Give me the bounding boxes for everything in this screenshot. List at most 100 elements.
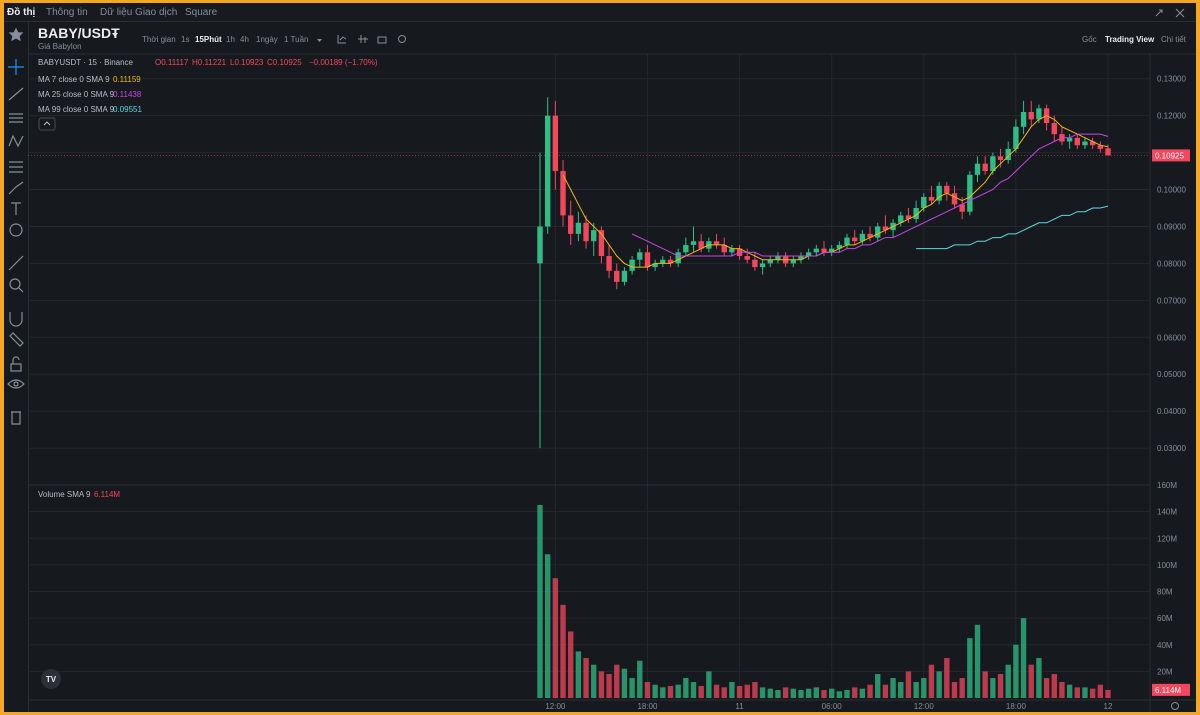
volume-bar [928,664,935,698]
candle-body [997,156,1004,160]
interval-button[interactable]: 1s [181,35,189,44]
view-button[interactable]: Chi tiết [1161,35,1187,44]
interval-button[interactable]: 1 Tuần [284,35,308,44]
tab[interactable]: Square [185,7,218,18]
tv-logo[interactable] [41,669,61,689]
volume-bar [767,688,773,698]
y-tick-label: 0.05000 [1157,370,1186,379]
volume-bar [836,691,843,698]
view-button[interactable]: Gốc [1082,35,1097,44]
candle-body [1097,145,1104,149]
ma-legend-value: 0.11159 [113,75,141,84]
candle-body [652,263,658,268]
volume-bar [959,678,965,698]
candle-body [729,248,735,253]
y-tick-label: 0.13000 [1157,75,1186,84]
volume-bar [1082,687,1088,698]
volume-bar [713,684,720,698]
volume-bar [759,687,766,698]
volume-bar [821,690,827,698]
volume-bar [1074,687,1080,698]
candle-body [614,270,620,282]
candle-body [882,226,889,231]
candle-body [898,215,904,223]
volume-bar [1059,682,1065,698]
interval-dropdown[interactable] [317,39,322,42]
view-button[interactable]: Trading View [1105,35,1155,44]
interval-button[interactable]: 15Phút [195,35,222,44]
tab[interactable]: Đồ thị [7,7,36,18]
volume-legend-value: 6.114M [94,490,120,499]
volume-bar [1066,684,1073,698]
interval-button[interactable]: 1ngày [256,35,278,44]
symbol[interactable]: BABY/USDT [38,25,120,41]
tab[interactable]: Thông tin [46,7,88,18]
volume-bar [652,684,658,698]
candle-body [844,237,850,245]
volume-bar [905,671,912,698]
y-tick-label: 0.06000 [1157,333,1186,342]
volume-bar [982,671,988,698]
volume-bar [974,624,981,698]
candle-body [828,248,835,253]
volume-bar [944,658,950,698]
volume-title: Volume SMA 9 [38,490,91,499]
y-tick-label: 0.09000 [1157,222,1186,231]
interval-button[interactable]: 1h [226,35,235,44]
legend-change: −0.00189 (−1.70%) [309,58,378,67]
volume-bar [951,682,958,698]
candle-body [836,244,843,249]
candle-body [544,115,551,227]
candle-body [967,174,973,212]
y-tick-label: 80M [1157,588,1173,597]
candle-body [560,171,566,216]
candle-body [1089,141,1096,146]
interval-button[interactable]: 4h [240,35,249,44]
settings-icon[interactable] [1171,702,1179,710]
candle-body [775,256,781,260]
volume-bar [614,664,620,698]
ma-legend-value: 0.11438 [113,90,142,99]
symbol-dropdown[interactable] [112,33,118,37]
symbol-subtitle: Giá Babylon [38,42,82,51]
volume-bar [898,682,904,698]
legend-close: C0.10925 [267,58,302,67]
y-tick-label: 0.12000 [1157,112,1186,121]
y-tick-label: 40M [1157,641,1173,650]
candle-body [813,248,820,253]
candle-body [852,237,858,242]
volume-bar [744,684,750,698]
candle-body [767,259,773,264]
candle-body [805,252,812,257]
volume-tag-label: 6.114M [1155,686,1181,695]
interval-button[interactable]: Thời gian [142,35,176,44]
volume-bar [990,678,996,698]
volume-bar [698,686,704,698]
tab[interactable]: Dữ liệu Giao dịch [100,7,178,18]
ma-legend-name: MA 25 close 0 SMA 9 [38,90,115,99]
candle-body [1074,137,1080,146]
x-tick-label: 12:00 [914,702,935,711]
collapse-button[interactable] [38,117,56,131]
ma-line [562,115,1109,268]
window-icons[interactable] [1154,7,1188,18]
volume-bar [637,660,643,698]
tab-bar: Đồ thị Thông tin Dữ liệu Giao dịch Squar… [4,3,1196,22]
candle-body [1082,141,1088,146]
volume-bar [736,686,743,698]
volume-bar [1051,674,1057,698]
candle-body [575,222,582,234]
ma-line [916,205,1109,250]
volume-bar [782,687,789,698]
chart-tool-icons[interactable] [337,35,406,44]
volume-bar [1105,689,1111,698]
candle-body [591,230,597,242]
y-tick-label: 20M [1157,667,1173,676]
toolbar-icons[interactable] [4,22,28,442]
volume-bar [721,687,727,698]
volume-bar [537,504,543,698]
candle-body [913,208,919,220]
grid [28,54,1150,700]
drawing-toolbar [4,22,29,712]
candle-body [683,244,689,253]
